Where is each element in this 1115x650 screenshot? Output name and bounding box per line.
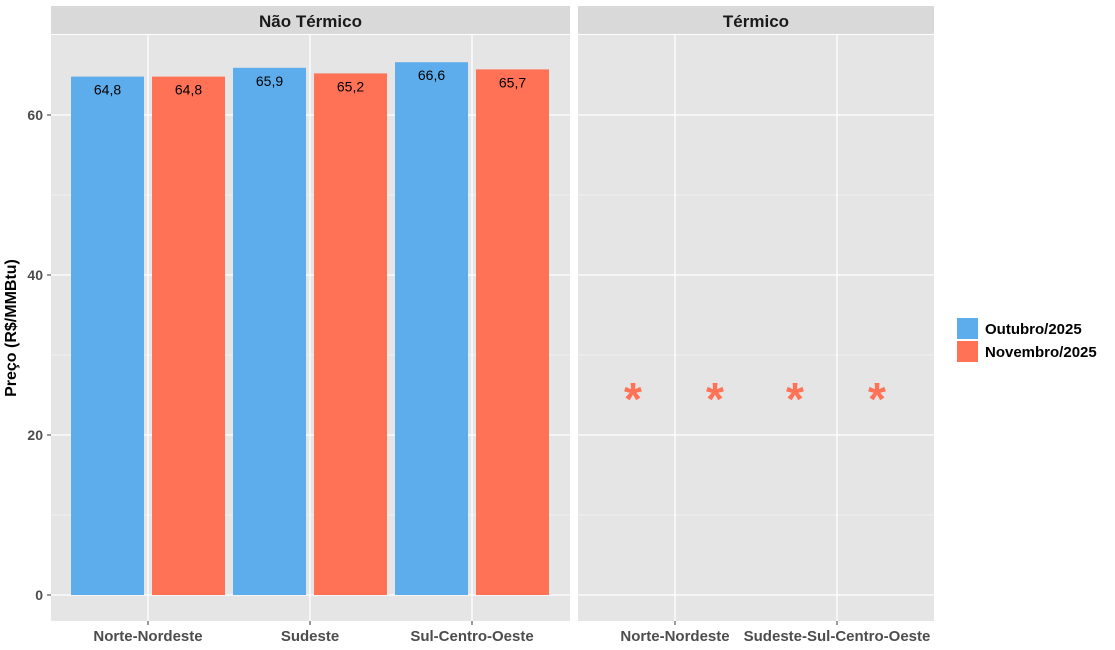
- data-label: 65,7: [499, 74, 526, 90]
- data-label: 65,2: [337, 78, 364, 94]
- axes: 0 20 40 60 Norte-Nordeste Sudeste Sul-Centro-O…: [27, 107, 930, 645]
- missing-marker: *: [868, 373, 886, 425]
- y-tick-label: 0: [35, 587, 43, 603]
- data-label: 66,6: [418, 67, 445, 83]
- x-tick-label: Sudeste: [281, 628, 339, 645]
- bar-novembro: [314, 73, 387, 595]
- missing-marker: *: [624, 373, 642, 425]
- data-label: 64,8: [94, 82, 121, 98]
- y-axis-label: Preço (R$/MMBtu): [3, 259, 20, 397]
- data-label: 65,9: [256, 73, 283, 89]
- panel-title-termico: Térmico: [723, 12, 789, 31]
- legend: Outubro/2025 Novembro/2025: [957, 318, 1097, 362]
- plot-background-termico: [578, 35, 934, 621]
- y-tick-label: 20: [27, 427, 43, 443]
- missing-marker: *: [706, 373, 724, 425]
- bar-outubro: [395, 62, 468, 595]
- x-tick-label: Norte-Nordeste: [93, 628, 202, 645]
- missing-marker: *: [786, 373, 804, 425]
- legend-swatch-novembro: [957, 341, 978, 362]
- y-tick-label: 60: [27, 107, 43, 123]
- bars: [71, 62, 549, 596]
- panel-termico: Térmico: [578, 6, 934, 621]
- panel-title-nao-termico: Não Térmico: [259, 12, 362, 31]
- bar-novembro: [152, 76, 225, 596]
- data-labels: 64,8 64,8 65,9 65,2 66,6 65,7 * * * *: [94, 67, 886, 425]
- bar-outubro: [233, 67, 306, 596]
- data-label: 64,8: [175, 82, 202, 98]
- x-tick-label: Sudeste-Sul-Centro-Oeste: [744, 628, 931, 645]
- legend-swatch-outubro: [957, 318, 978, 339]
- x-tick-label: Norte-Nordeste: [620, 628, 729, 645]
- strip-nao-termico: [51, 6, 570, 34]
- strip-termico: [578, 6, 934, 34]
- legend-label-outubro: Outubro/2025: [985, 321, 1082, 338]
- legend-label-novembro: Novembro/2025: [985, 344, 1097, 361]
- y-tick-label: 40: [27, 267, 43, 283]
- x-tick-label: Sul-Centro-Oeste: [410, 628, 533, 645]
- bar-novembro: [476, 69, 549, 595]
- bar-outubro: [71, 76, 144, 596]
